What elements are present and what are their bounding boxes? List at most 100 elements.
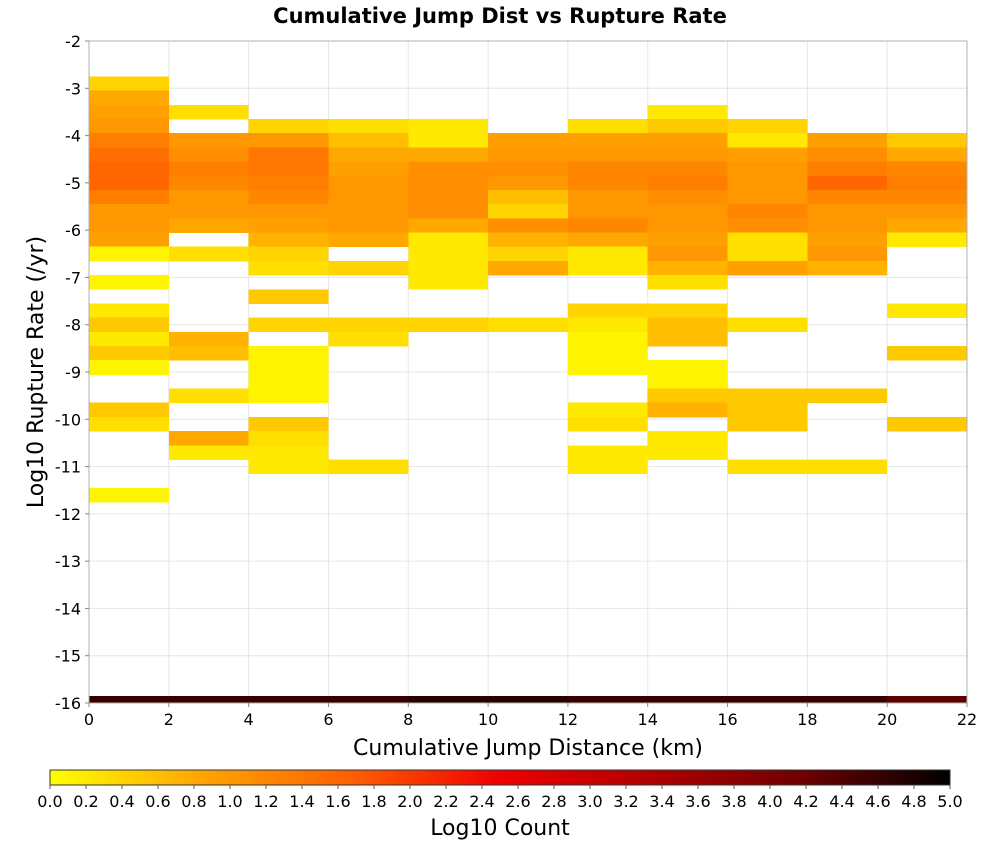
colorbar-label: Log10 Count: [430, 816, 570, 841]
heatmap-cell: [887, 695, 967, 703]
x-tick-label: 8: [403, 710, 413, 729]
heatmap-cell: [248, 388, 329, 404]
y-tick-label: -13: [55, 552, 81, 571]
heatmap-cell: [887, 189, 967, 205]
colorbar-tick-label: 4.6: [865, 792, 890, 811]
heatmap-cell: [328, 189, 409, 205]
heatmap-cell: [89, 119, 169, 134]
heatmap-cell: [89, 360, 169, 375]
heatmap-cell: [328, 459, 409, 475]
colorbar-tick-label: 4.4: [829, 792, 854, 811]
x-tick-label: 22: [957, 710, 977, 729]
heatmap-cell: [807, 388, 888, 404]
heatmap-cell: [567, 189, 648, 205]
colorbar-tick-label: 4.8: [901, 792, 926, 811]
heatmap-cell: [647, 133, 728, 148]
colorbar-ticks: 0.0 0.2 0.4 0.6 0.8 1.0 1.2 1.4 1.6 1.8 2.0 2.2 2.4 2…: [37, 785, 963, 811]
y-tick-label: -3: [65, 79, 81, 98]
heatmap-cell: [328, 175, 409, 191]
heatmap-cell: [727, 388, 808, 404]
heatmap-cell: [248, 175, 329, 191]
heatmap-cell: [248, 345, 329, 361]
y-tick-label: -12: [55, 505, 81, 524]
heatmap-cell: [727, 260, 808, 276]
heatmap-cell: [168, 189, 249, 205]
y-tick-label: -4: [65, 127, 81, 146]
heatmap-cell: [408, 189, 489, 205]
y-tick-label: -16: [55, 694, 81, 713]
heatmap-cell: [89, 275, 169, 290]
heatmap-cell: [807, 218, 888, 233]
heatmap-cell: [89, 317, 169, 333]
heatmap-cell: [89, 695, 169, 703]
heatmap-cell: [89, 175, 169, 191]
heatmap-cell: [89, 331, 169, 347]
heatmap-cell: [408, 317, 489, 333]
heatmap-cell: [168, 345, 249, 361]
heatmap-cell: [807, 189, 888, 205]
y-axis-label: Log10 Rupture Rate (/yr): [24, 236, 49, 508]
heatmap-cell: [328, 147, 409, 162]
heatmap-cell: [647, 695, 728, 703]
y-axis-ticks: -2 -3 -4 -5 -6 -7 -8 -9 -10 -11 -12 -13 -14 -15 -16: [55, 32, 89, 713]
y-tick-label: -14: [55, 599, 81, 618]
heatmap-cell: [248, 147, 329, 162]
heatmap-cell: [488, 147, 568, 162]
colorbar-tick-label: 1.8: [361, 792, 386, 811]
heatmap-cell: [807, 459, 888, 475]
heatmap-cell: [168, 388, 249, 404]
colorbar-tick-label: 2.8: [541, 792, 566, 811]
y-tick-label: -6: [65, 221, 81, 240]
colorbar-tick-label: 0.6: [145, 792, 170, 811]
heatmap-cell: [647, 246, 728, 262]
colorbar-tick-label: 2.2: [433, 792, 458, 811]
heatmap-cell: [887, 303, 967, 319]
heatmap-cell: [727, 459, 808, 475]
x-tick-label: 14: [638, 710, 658, 729]
heatmap-cell: [647, 104, 728, 120]
heatmap-cell: [89, 218, 169, 233]
y-tick-label: -8: [65, 316, 81, 335]
heatmap-cell: [647, 147, 728, 162]
heatmap-cell: [328, 260, 409, 276]
heatmap-cell: [168, 246, 249, 262]
heatmap-cell: [408, 218, 489, 233]
colorbar-tick-label: 1.6: [325, 792, 350, 811]
heatmap-cell: [248, 445, 329, 460]
heatmap-cell: [89, 487, 169, 503]
heatmap-cell: [248, 204, 329, 219]
heatmap-cell: [567, 133, 648, 148]
heatmap-cell: [647, 218, 728, 233]
heatmap-cell: [89, 76, 169, 92]
heatmap-cell: [727, 695, 808, 703]
x-tick-label: 6: [323, 710, 333, 729]
x-tick-label: 20: [877, 710, 897, 729]
heatmap-cell: [647, 431, 728, 446]
heatmap-cell: [727, 246, 808, 262]
heatmap-cell: [248, 246, 329, 262]
heatmap-cell: [248, 360, 329, 375]
heatmap-cell: [248, 260, 329, 276]
colorbar-tick-label: 3.6: [685, 792, 710, 811]
heatmap-cell: [488, 189, 568, 205]
heatmap-cell: [328, 204, 409, 219]
heatmap-cell: [89, 232, 169, 248]
heatmap-cell: [727, 204, 808, 219]
heatmap-cell: [727, 161, 808, 177]
colorbar-tick-label: 0.2: [73, 792, 98, 811]
heatmap-cell: [488, 317, 568, 333]
heatmap-cell: [567, 147, 648, 162]
heatmap-cell: [488, 246, 568, 262]
x-tick-label: 4: [244, 710, 254, 729]
heatmap-cell: [807, 147, 888, 162]
heatmap-cell: [887, 133, 967, 148]
heatmap-cell: [567, 416, 648, 432]
heatmap-cell: [248, 133, 329, 148]
heatmap-cell: [89, 416, 169, 432]
heatmap-cell: [647, 275, 728, 290]
heatmap-cell: [647, 317, 728, 333]
colorbar-tick-label: 0.0: [37, 792, 62, 811]
heatmap-cell: [408, 147, 489, 162]
heatmap-cell: [727, 317, 808, 333]
heatmap-cell: [328, 317, 409, 333]
